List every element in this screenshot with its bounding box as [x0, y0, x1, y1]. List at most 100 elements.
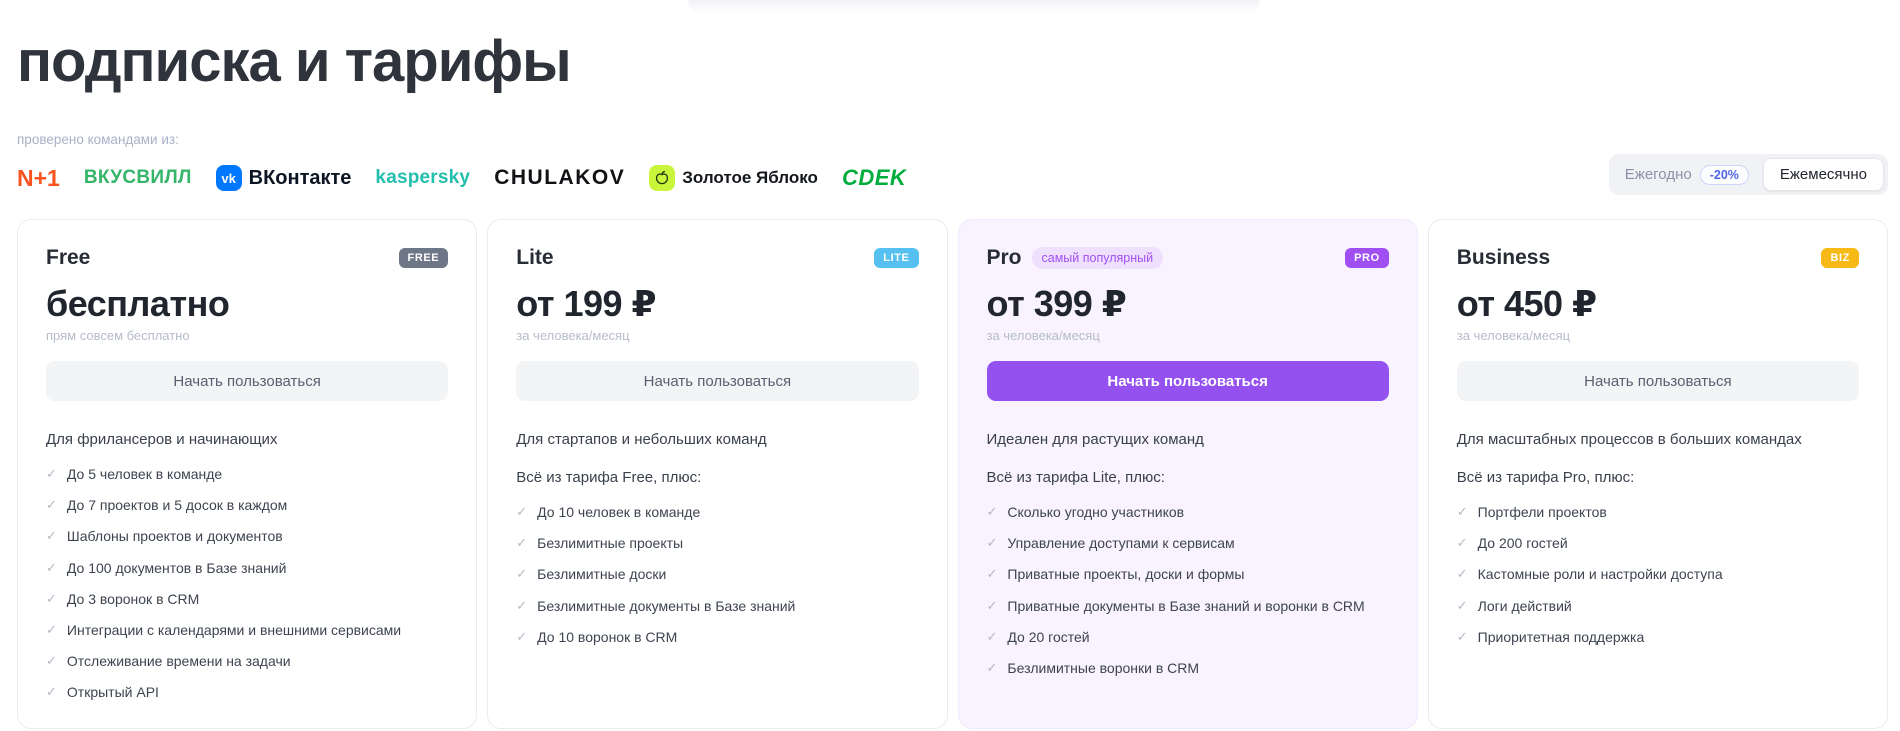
check-icon: ✓	[1456, 628, 1468, 644]
logo-zolotoe-yabloko-text: Золотое Яблоко	[682, 168, 818, 187]
feature-item: ✓ Безлимитные документы в Базе знаний	[516, 597, 918, 615]
feature-text: Управление доступами к сервисам	[1007, 535, 1235, 552]
plan-badge: FREE	[398, 248, 449, 268]
start-using-button-free[interactable]: Начать пользоваться	[46, 361, 449, 401]
feature-text: До 10 воронок в CRM	[537, 628, 678, 645]
logo-vkontakte-text: ВКонтакте	[248, 166, 352, 189]
feature-item: ✓ До 200 гостей	[1457, 534, 1859, 552]
logo-kaspersky: kaspersky	[375, 167, 471, 188]
start-using-button-lite[interactable]: Начать пользоваться	[516, 361, 919, 401]
plan-header: Pro самый популярный PRO	[987, 246, 1389, 270]
plan-name: Lite	[516, 246, 554, 269]
plan-description: Для стартапов и небольших команд	[516, 431, 767, 448]
plan-features: ✓ До 10 человек в команде ✓ Безлимитные …	[516, 503, 918, 646]
logo-vkontakte: vk ВКонтакте	[215, 165, 352, 191]
feature-text: До 20 гостей	[1007, 628, 1090, 645]
plan-price-note: прям совсем бесплатно	[46, 328, 190, 343]
billing-yearly-option[interactable]: Ежегодно -20%	[1613, 159, 1761, 191]
check-icon: ✓	[46, 684, 57, 700]
feature-text: До 200 гостей	[1477, 535, 1568, 552]
plan-name: Pro	[986, 246, 1022, 269]
feature-item: ✓ До 7 проектов и 5 досок в каждом	[46, 496, 448, 514]
feature-text: Шаблоны проектов и документов	[66, 528, 283, 545]
check-icon: ✓	[516, 535, 528, 551]
brand-logos-row: N+1 ВКУСВИЛЛ vk ВКонтакте kaspersky CHUL…	[17, 162, 906, 194]
check-icon: ✓	[986, 535, 998, 551]
check-icon: ✓	[516, 504, 528, 519]
check-icon: ✓	[986, 628, 998, 644]
plan-name: Business	[1456, 246, 1551, 269]
check-icon: ✓	[986, 504, 998, 519]
feature-item: ✓ Приоритетная поддержка	[1457, 628, 1859, 646]
check-icon: ✓	[1456, 566, 1468, 582]
feature-text: Отслеживание времени на задачи	[66, 653, 291, 670]
check-icon: ✓	[986, 597, 998, 613]
plan-price-note: за человека/месяц	[1456, 328, 1571, 343]
check-icon: ✓	[46, 559, 57, 575]
feature-item: ✓ Интеграции с календарями и внешними се…	[46, 621, 448, 639]
plan-badge: LITE	[874, 248, 919, 268]
plan-header: Lite LITE	[516, 246, 919, 270]
plan-price: от 199 ₽	[516, 283, 657, 324]
check-icon: ✓	[1456, 535, 1468, 551]
check-icon: ✓	[516, 566, 528, 582]
plan-card-business: Business BIZ от 450 ₽ за человека/месяц …	[1427, 219, 1888, 729]
feature-text: Приоритетная поддержка	[1477, 628, 1645, 645]
feature-text: До 5 человек в команде	[66, 466, 223, 482]
check-icon: ✓	[46, 653, 57, 669]
check-icon: ✓	[46, 590, 57, 606]
feature-item: ✓ Кастомные роли и настройки доступа	[1457, 565, 1859, 583]
plan-header: Free FREE	[46, 246, 449, 270]
logo-cdek: CDEK	[841, 165, 907, 190]
check-icon: ✓	[516, 628, 528, 644]
page-title: подписка и тарифы	[17, 29, 572, 94]
plan-price: бесплатно	[46, 283, 230, 324]
feature-item: ✓ Приватные документы в Базе знаний и во…	[987, 597, 1389, 615]
feature-text: Безлимитные проекты	[537, 535, 684, 552]
plans-grid: Free FREE бесплатно прям совсем бесплатн…	[17, 219, 1888, 729]
feature-item: ✓ Безлимитные воронки в CRM	[987, 659, 1389, 677]
plan-badge: BIZ	[1821, 248, 1859, 268]
apple-icon	[649, 165, 676, 191]
vk-icon: vk	[215, 165, 242, 191]
check-icon: ✓	[46, 528, 57, 544]
feature-item: ✓ Управление доступами к сервисам	[987, 534, 1389, 552]
trusted-by-label: проверено командами из:	[17, 132, 179, 147]
plan-description: Для фрилансеров и начинающих	[46, 431, 278, 448]
logo-nplus1: N+1	[17, 164, 60, 191]
feature-item: ✓ Безлимитные проекты	[516, 534, 918, 552]
plan-badge: PRO	[1345, 248, 1389, 268]
feature-item: ✓ Шаблоны проектов и документов	[46, 527, 448, 545]
feature-text: До 100 документов в Базе знаний	[66, 559, 287, 576]
feature-text: Безлимитные воронки в CRM	[1007, 659, 1200, 676]
feature-text: Сколько угодно участников	[1007, 504, 1185, 520]
plan-card-lite: Lite LITE от 199 ₽ за человека/месяц Нач…	[487, 219, 948, 729]
plan-features: ✓ Портфели проектов ✓ До 200 гостей ✓ Ка…	[1457, 503, 1859, 646]
feature-item: ✓ До 10 воронок в CRM	[516, 628, 918, 646]
start-using-button-pro[interactable]: Начать пользоваться	[986, 361, 1389, 401]
feature-text: Приватные документы в Базе знаний и воро…	[1007, 597, 1365, 614]
feature-item: ✓ До 3 воронок в CRM	[46, 590, 448, 608]
plan-features: ✓ Сколько угодно участников ✓ Управление…	[987, 503, 1389, 677]
check-icon: ✓	[1456, 597, 1468, 613]
check-icon: ✓	[46, 497, 57, 513]
billing-yearly-label: Ежегодно	[1624, 166, 1692, 183]
start-using-button-business[interactable]: Начать пользоваться	[1456, 361, 1859, 401]
plan-features: ✓ До 5 человек в команде ✓ До 7 проектов…	[46, 465, 448, 702]
plan-includes-title: Всё из тарифа Lite, плюс:	[986, 469, 1165, 486]
logo-chulakov: CHULAKOV	[494, 166, 626, 189]
check-icon: ✓	[986, 566, 998, 582]
feature-text: Приватные проекты, доски и формы	[1007, 566, 1245, 583]
feature-item: ✓ До 10 человек в команде	[516, 503, 918, 521]
billing-monthly-option[interactable]: Ежемесячно	[1762, 158, 1884, 191]
plan-card-pro: Pro самый популярный PRO от 399 ₽ за чел…	[957, 219, 1418, 729]
plan-includes-title: Всё из тарифа Pro, плюс:	[1456, 469, 1635, 486]
check-icon: ✓	[46, 466, 57, 481]
plan-header: Business BIZ	[1457, 246, 1859, 270]
feature-item: ✓ Логи действий	[1457, 597, 1859, 615]
most-popular-tag: самый популярный	[1031, 247, 1164, 269]
check-icon: ✓	[516, 597, 528, 613]
feature-text: До 7 проектов и 5 досок в каждом	[66, 497, 288, 514]
yearly-discount-badge: -20%	[1699, 164, 1749, 185]
feature-text: Логи действий	[1477, 597, 1572, 614]
